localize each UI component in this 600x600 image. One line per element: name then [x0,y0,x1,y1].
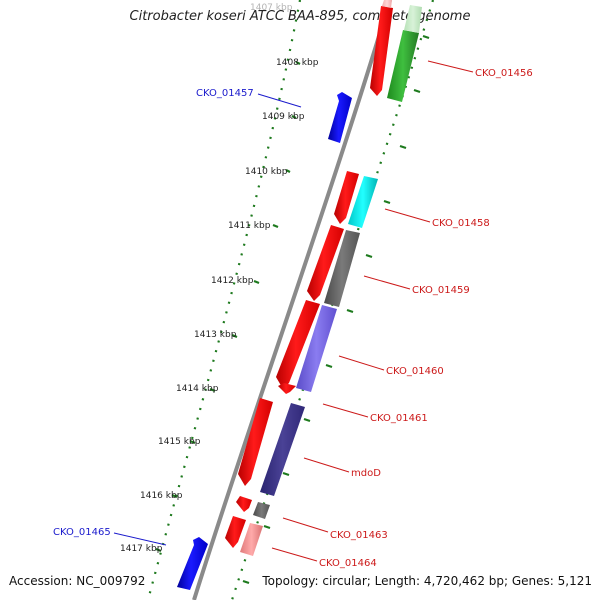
scale-label: 1417 kbp [120,544,163,554]
scale-label: 1407 kbp [250,3,293,13]
gene-label: CKO_01458 [432,218,490,229]
reverse-strand-genes [225,0,393,548]
gene-arrow-cko-01459 [307,225,344,301]
gene-arrow-cko-01456 [370,6,393,96]
scale-labels: 1407 kbp 1408 kbp 1409 kbp 1410 kbp 1411… [120,3,319,554]
accession-text: Accession: NC_009792 [9,574,146,588]
category-block-cyan [348,176,378,228]
scale-label: 1411 kbp [228,221,271,231]
gene-arrow-cko-01461 [278,383,296,394]
outer-major-ticks [242,34,430,585]
gene-label: CKO_01456 [475,68,533,79]
scale-label: 1415 kbp [158,437,201,447]
gene-label: mdoD [351,468,381,479]
gene-label: CKO_01463 [330,530,388,541]
gene-label: CKO_01460 [386,366,444,377]
scale-label: 1410 kbp [245,167,288,177]
forward-strand-genes [177,92,352,590]
category-track [240,5,422,556]
category-block-green [387,30,419,102]
outer-tick-ring [230,0,435,600]
gene-label: CKO_01465 [53,527,111,538]
scale-label: 1412 kbp [211,276,254,286]
gene-arrow-mdod [238,398,273,486]
category-block-green-faded [404,5,422,33]
gene-arrow-cko-01465 [177,537,208,590]
scale-label: 1416 kbp [140,491,183,501]
gene-labels: CKO_01456 CKO_01457 CKO_01458 CKO_01459 … [53,68,533,569]
category-block-gray-small [253,502,270,519]
inner-major-ticks [155,61,301,553]
gene-arrow-cko-01457 [328,92,352,143]
gene-label: CKO_01457 [196,88,254,99]
scale-label: 1414 kbp [176,384,219,394]
genome-summary-text: Topology: circular; Length: 4,720,462 bp… [262,574,592,588]
scale-label: 1408 kbp [276,58,319,68]
gene-arrow-cko-01463 [236,496,252,512]
gene-arrow-cko-01460 [276,300,320,389]
scale-label: 1409 kbp [262,112,305,122]
category-block-violet [296,305,337,392]
gene-arrow-cko-01458 [334,171,359,224]
genome-backbone [192,0,392,600]
category-block-gray [324,230,360,307]
gene-label: CKO_01459 [412,285,470,296]
gene-fragment-top [382,0,392,8]
scale-label: 1413 kbp [194,330,237,340]
gene-label: CKO_01464 [319,558,377,569]
category-block-indigo [260,403,305,496]
gene-arrow-cko-01464 [225,516,246,548]
label-connectors [113,60,474,562]
gene-label: CKO_01461 [370,413,428,424]
category-block-pink [240,523,263,556]
